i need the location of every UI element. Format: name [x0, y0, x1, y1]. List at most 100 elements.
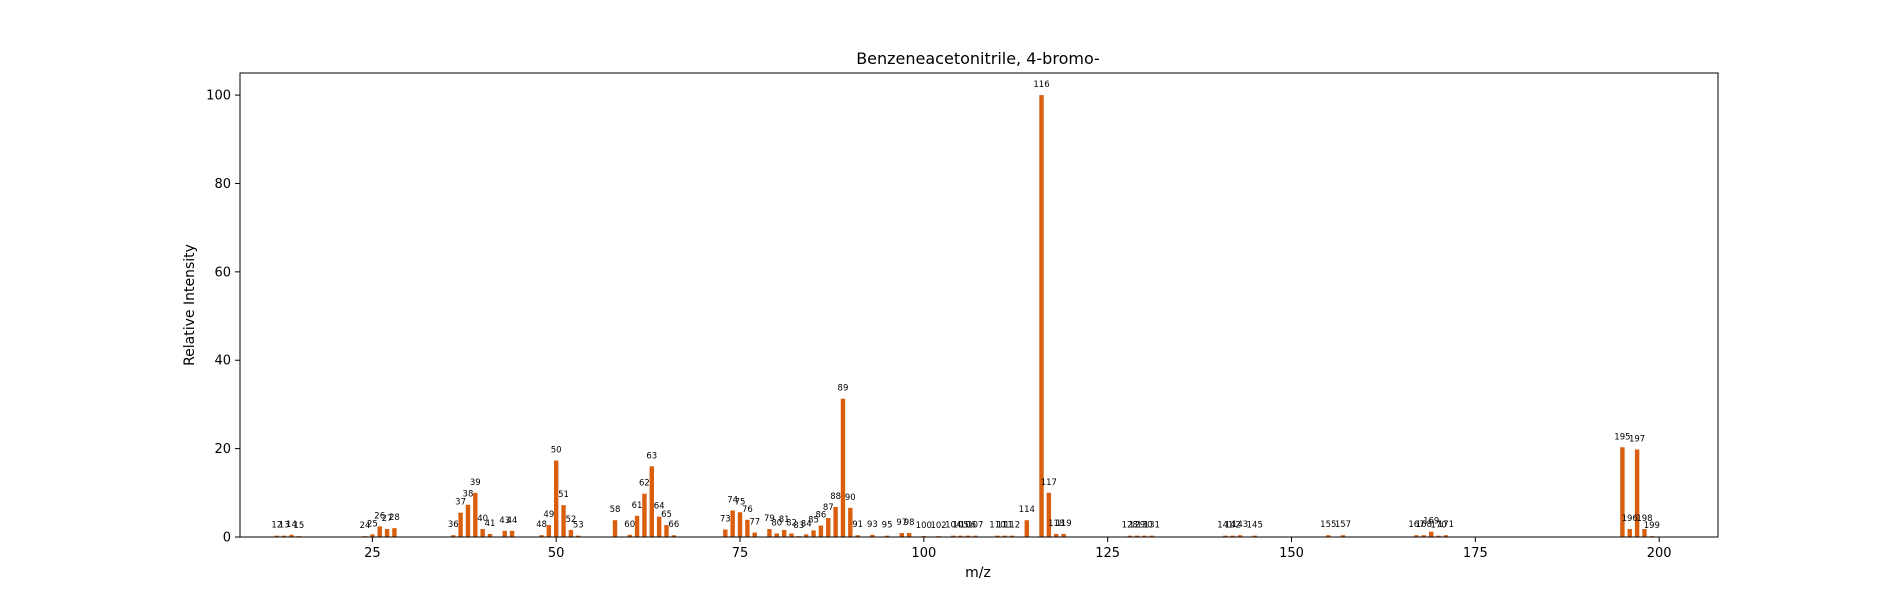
peak-bar-62	[642, 493, 647, 537]
peak-label-105: 105	[953, 521, 969, 531]
peak-label-81: 81	[779, 515, 790, 525]
y-axis-label: Relative Intensity	[182, 244, 198, 366]
peak-label-63: 63	[646, 451, 657, 461]
peak-bar-84	[803, 534, 809, 537]
peak-bar-155	[1326, 535, 1331, 537]
y-tick-label: 100	[206, 89, 231, 104]
peak-label-130: 130	[1136, 521, 1152, 531]
peak-bar-143	[1237, 535, 1243, 537]
peak-bar-196	[1627, 529, 1632, 537]
peak-label-117: 117	[1041, 478, 1057, 488]
x-tick-label: 150	[1279, 546, 1304, 561]
peak-label-167: 167	[1408, 520, 1424, 530]
peak-label-142: 142	[1225, 521, 1241, 531]
peak-bar-51	[561, 505, 566, 537]
peak-label-62: 62	[639, 479, 650, 489]
peak-label-128: 128	[1122, 521, 1138, 531]
peak-label-95: 95	[882, 521, 893, 531]
peak-bar-76	[745, 519, 750, 537]
peak-label-83: 83	[793, 521, 804, 531]
bars-group	[274, 95, 1655, 537]
peak-label-74: 74	[727, 495, 738, 505]
peak-bar-195	[1620, 447, 1625, 537]
x-tick-label: 100	[911, 546, 936, 561]
peak-label-13: 13	[279, 521, 290, 531]
x-tick-label: 200	[1647, 546, 1672, 561]
peak-label-76: 76	[742, 505, 753, 515]
peak-bar-63	[649, 466, 654, 537]
peak-bar-25	[370, 534, 375, 537]
peak-bar-168	[1421, 535, 1427, 537]
peak-label-40: 40	[477, 514, 488, 524]
peak-label-36: 36	[448, 520, 459, 530]
peak-bar-73	[723, 529, 728, 537]
peak-bar-107	[973, 535, 978, 537]
peak-bar-106	[965, 535, 971, 537]
y-tick-label: 40	[214, 354, 231, 369]
peak-bar-86	[818, 525, 824, 537]
peak-label-198: 198	[1636, 514, 1652, 524]
peak-bar-98	[906, 533, 912, 537]
peak-bar-81	[781, 529, 787, 537]
peak-bar-88	[833, 506, 838, 537]
peak-bar-129	[1134, 535, 1140, 537]
peak-bar-39	[473, 492, 478, 537]
peak-label-66: 66	[668, 520, 679, 530]
peak-label-157: 157	[1335, 520, 1351, 530]
peak-label-82: 82	[786, 518, 797, 528]
peak-bar-37	[458, 512, 463, 537]
peak-label-195: 195	[1614, 432, 1630, 442]
peak-label-168: 168	[1416, 520, 1432, 530]
peak-bar-110	[995, 535, 1000, 537]
peak-bar-157	[1340, 535, 1346, 537]
peak-label-104: 104	[945, 521, 961, 531]
peak-label-170: 170	[1430, 521, 1446, 531]
peak-bar-12	[274, 535, 279, 537]
peak-bar-80	[774, 533, 779, 537]
plot-frame	[239, 72, 1719, 538]
peak-bar-43	[502, 530, 507, 537]
peak-bar-49	[546, 525, 552, 537]
peak-label-38: 38	[463, 490, 474, 500]
peak-label-89: 89	[838, 384, 849, 394]
peak-label-79: 79	[764, 514, 775, 524]
peak-label-131: 131	[1144, 521, 1160, 531]
peak-bar-104	[951, 535, 956, 537]
peak-bar-77	[752, 532, 757, 537]
peak-bar-170	[1436, 535, 1441, 537]
peak-bar-171	[1443, 535, 1449, 537]
peak-bar-130	[1142, 535, 1147, 537]
x-tick-label: 125	[1095, 546, 1120, 561]
peak-label-155: 155	[1320, 520, 1336, 530]
peak-label-41: 41	[485, 519, 496, 529]
peak-label-53: 53	[573, 521, 584, 531]
peak-bar-58	[612, 520, 618, 537]
x-tick-label: 50	[548, 546, 565, 561]
peak-label-60: 60	[624, 520, 635, 530]
peak-bar-141	[1223, 535, 1228, 537]
peak-label-107: 107	[967, 521, 983, 531]
peak-label-27: 27	[382, 514, 393, 524]
peak-bar-145	[1252, 535, 1257, 537]
peak-label-112: 112	[1004, 521, 1020, 531]
peak-bar-111	[1002, 535, 1007, 537]
peak-bar-118	[1054, 533, 1059, 537]
x-tick-label: 175	[1463, 546, 1488, 561]
peak-label-77: 77	[749, 518, 760, 528]
peak-label-129: 129	[1129, 521, 1145, 531]
peak-label-37: 37	[455, 498, 466, 508]
peak-label-88: 88	[830, 492, 841, 502]
peak-label-90: 90	[845, 493, 856, 503]
peak-label-86: 86	[815, 511, 826, 521]
peak-bar-27	[384, 529, 390, 537]
peak-bar-13	[281, 535, 287, 537]
y-tick-label: 80	[214, 177, 231, 192]
peak-bar-89	[840, 398, 846, 537]
peak-label-48: 48	[536, 520, 547, 530]
peak-label-102: 102	[930, 521, 946, 531]
y-tick-label: 0	[223, 531, 231, 546]
peak-bar-75	[737, 512, 743, 537]
peak-bar-14	[289, 534, 294, 537]
